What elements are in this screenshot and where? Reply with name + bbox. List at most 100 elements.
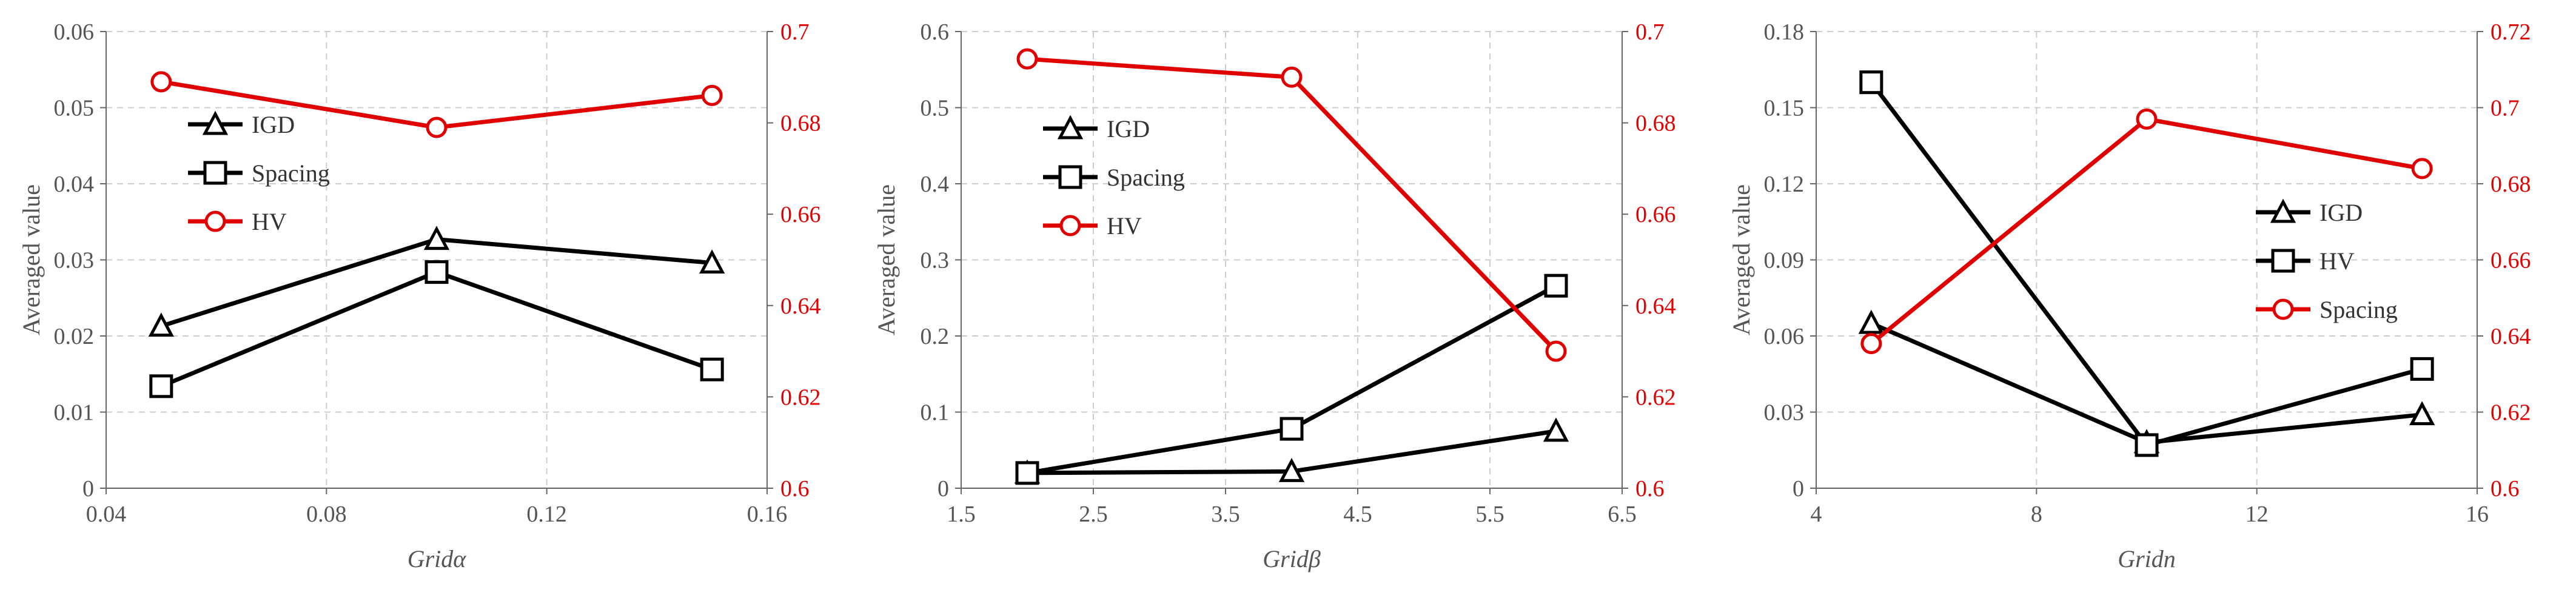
y-tick-label: 0 — [937, 476, 949, 502]
y-tick-label: 0.04 — [54, 172, 95, 197]
y2-tick-label: 0.6 — [780, 476, 810, 502]
data-point-spacing — [149, 374, 173, 398]
y-tick-label: 0.01 — [54, 400, 95, 426]
series-line-spacing — [160, 270, 713, 389]
y2-tick-label: 0.7 — [780, 19, 810, 45]
y-tick-label: 0.15 — [1764, 96, 1805, 121]
data-point-spacing — [1280, 417, 1304, 441]
y2-tick-label: 0.66 — [1635, 202, 1676, 227]
legend-label-igd: IGD — [252, 111, 295, 138]
chart-3: 0 0.03 0.06 0.09 0.12 0.15 0.18 0.6 0.62 0.64 0.66… — [1728, 19, 2531, 572]
series-line-igd — [1870, 321, 2423, 445]
x-tick-label: 0.12 — [526, 502, 567, 527]
y-tick-label: 0.06 — [1764, 324, 1805, 349]
y2-tick-label: 0.64 — [1635, 294, 1676, 319]
y2-tick-label: 0.68 — [2490, 172, 2531, 197]
legend-marker — [1059, 215, 1081, 237]
y-tick-label: 0.02 — [54, 324, 95, 349]
x-tick-label: 0.16 — [747, 502, 788, 527]
x-tick-label: 4 — [1811, 502, 1822, 527]
chart-2: 0 0.1 0.2 0.3 0.4 0.5 0.6 0.6 0.62 0.64 0.66 0.68 0.… — [873, 19, 1676, 572]
y2-tick-label: 0.7 — [2490, 96, 2520, 121]
y-tick-label: 0.06 — [54, 19, 95, 45]
x-axis-title: Gridn — [2118, 545, 2176, 572]
y-tick-label: 0.03 — [54, 248, 95, 274]
series-line-hv — [1027, 56, 1558, 353]
data-point-igd — [1278, 458, 1305, 482]
y-tick-label: 0.6 — [921, 19, 950, 45]
data-point-igd — [423, 226, 450, 250]
y2-tick-label: 0.68 — [1635, 111, 1676, 136]
data-point-spacing — [1544, 274, 1568, 298]
x-tick-label: 12 — [2246, 502, 2269, 527]
legend-marker — [204, 210, 226, 232]
y2-tick-label: 0.62 — [2490, 400, 2531, 426]
legend-label-igd: IGD — [2319, 199, 2363, 226]
y-axis-title: Averaged value — [18, 184, 45, 335]
x-tick-label: 2.5 — [1079, 502, 1108, 527]
y-tick-label: 0.2 — [921, 324, 950, 349]
x-tick-label: 3.5 — [1211, 502, 1240, 527]
y2-tick-label: 0.62 — [780, 384, 821, 410]
legend-marker — [2270, 198, 2296, 223]
data-point-spacing — [2411, 158, 2433, 180]
y2-tick-label: 0.68 — [780, 111, 821, 136]
y-tick-label: 0.03 — [1764, 400, 1805, 426]
x-tick-label: 4.5 — [1343, 502, 1372, 527]
y-tick-label: 0.1 — [921, 400, 950, 426]
y-tick-label: 0.09 — [1764, 248, 1805, 274]
data-point-igd — [1858, 309, 1884, 334]
legend-label-igd: IGD — [1107, 115, 1150, 143]
x-tick-label: 16 — [2466, 502, 2489, 527]
y2-tick-label: 0.66 — [780, 202, 821, 227]
y-tick-label: 0.5 — [921, 96, 950, 121]
data-point-hv — [2135, 433, 2159, 457]
legend-label-hv: HV — [2319, 247, 2355, 275]
legend-label-spacing: Spacing — [2319, 296, 2398, 323]
legend-marker — [1058, 165, 1082, 189]
data-point-hv — [1859, 70, 1883, 95]
y2-tick-label: 0.6 — [1635, 476, 1665, 502]
x-tick-label: 8 — [2031, 502, 2042, 527]
legend-label-hv: HV — [252, 208, 287, 235]
y-tick-label: 0.4 — [921, 172, 950, 197]
y-tick-label: 0 — [82, 476, 94, 502]
data-point-spacing — [1860, 333, 1882, 355]
data-point-igd — [1543, 417, 1569, 442]
data-point-igd — [2409, 401, 2435, 426]
legend-marker — [2271, 249, 2295, 273]
data-point-hv — [150, 71, 172, 93]
x-axis-title: Gridα — [408, 545, 467, 572]
legend-marker — [2272, 298, 2294, 320]
data-point-hv — [1016, 48, 1038, 70]
y2-tick-label: 0.66 — [2490, 248, 2531, 274]
legend-label-spacing: Spacing — [1107, 164, 1185, 191]
data-point-hv — [2410, 357, 2434, 381]
y-tick-label: 0.12 — [1764, 172, 1805, 197]
x-tick-label: 1.5 — [947, 502, 976, 527]
chart-1: 0 0.01 0.02 0.03 0.04 0.05 0.06 0.6 0.62 0.64 0.66… — [18, 19, 821, 572]
data-point-hv — [426, 116, 448, 138]
x-tick-label: 0.04 — [86, 502, 127, 527]
y-axis-title: Averaged value — [1728, 184, 1755, 335]
y2-tick-label: 0.6 — [2490, 476, 2520, 502]
y-tick-label: 0.3 — [921, 248, 950, 274]
data-point-hv — [701, 84, 723, 106]
y2-tick-label: 0.64 — [2490, 324, 2531, 349]
x-tick-label: 5.5 — [1475, 502, 1504, 527]
legend-marker — [203, 161, 227, 185]
data-point-spacing — [700, 357, 724, 381]
data-point-hv — [1281, 66, 1303, 88]
data-point-igd — [699, 249, 725, 274]
y-tick-label: 0.05 — [54, 96, 95, 121]
data-point-hv — [1545, 340, 1567, 362]
data-point-spacing — [1015, 461, 1039, 485]
y-tick-label: 0.18 — [1764, 19, 1805, 45]
y2-tick-label: 0.62 — [1635, 384, 1676, 410]
x-axis-title: Gridβ — [1263, 545, 1321, 572]
x-tick-label: 6.5 — [1608, 502, 1637, 527]
y-tick-label: 0 — [1793, 476, 1804, 502]
legend-marker — [202, 110, 229, 135]
